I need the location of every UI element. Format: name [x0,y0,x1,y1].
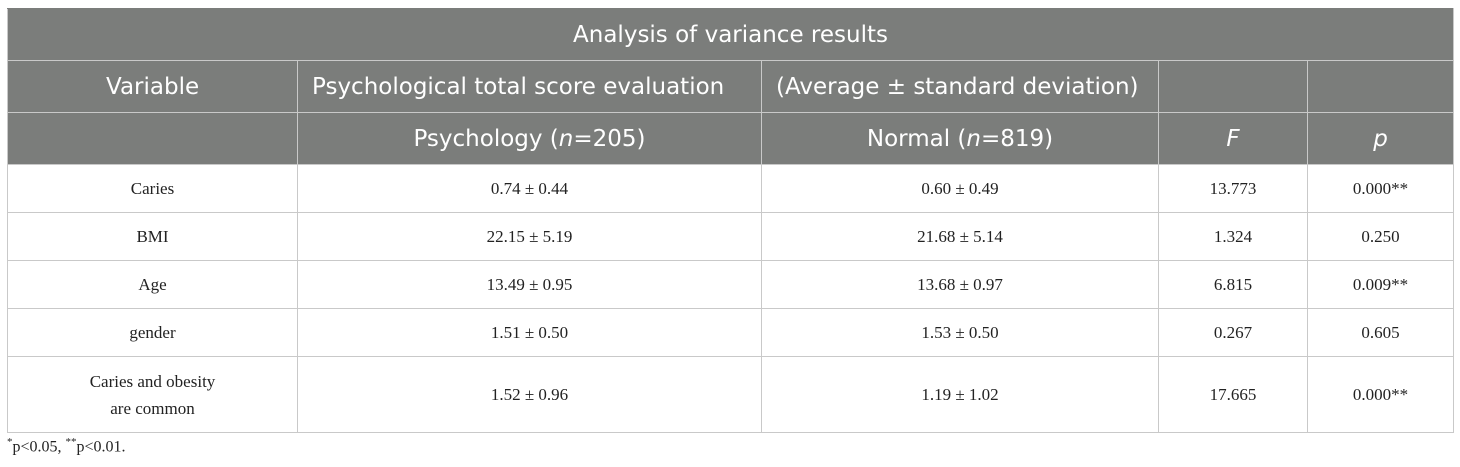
header-empty-f [1158,60,1308,113]
header-f: F [1158,112,1308,165]
cell-psychology: 1.51 ± 0.50 [297,308,762,357]
cell-psychology: 22.15 ± 5.19 [297,212,762,261]
cell-p: 0.250 [1307,212,1454,261]
cell-psychology: 0.74 ± 0.44 [297,164,762,213]
table-title-row: Analysis of variance results [7,8,1454,61]
header-row-2: Psychology (n=205) Normal (n=819) F p [7,112,1454,165]
header-row-1: Variable Psychological total score evalu… [7,60,1454,113]
header-p: p [1307,112,1454,165]
anova-table-container: Analysis of variance results Variable Ps… [7,8,1454,433]
table-row: gender 1.51 ± 0.50 1.53 ± 0.50 0.267 0.6… [7,308,1454,357]
cell-p: 0.000** [1307,164,1454,213]
cell-variable: Caries [7,164,298,213]
header-avg-sd: (Average ± standard deviation) [761,60,1159,113]
cell-f: 0.267 [1158,308,1308,357]
cell-variable-line1: Caries and obesity [89,371,216,391]
cell-f: 17.665 [1158,356,1308,433]
header-variable: Variable [7,60,298,113]
table-row: Caries 0.74 ± 0.44 0.60 ± 0.49 13.773 0.… [7,164,1454,213]
cell-normal: 13.68 ± 0.97 [761,260,1159,309]
cell-p: 0.009** [1307,260,1454,309]
table-footnote: *p<0.05, **p<0.01. [7,436,126,456]
cell-normal: 1.19 ± 1.02 [761,356,1159,433]
table-title: Analysis of variance results [7,8,1454,61]
anova-table: Analysis of variance results Variable Ps… [7,8,1454,433]
cell-normal: 21.68 ± 5.14 [761,212,1159,261]
cell-variable: Caries and obesity are common [7,356,298,433]
cell-p: 0.605 [1307,308,1454,357]
header-empty-p [1307,60,1454,113]
table-row: BMI 22.15 ± 5.19 21.68 ± 5.14 1.324 0.25… [7,212,1454,261]
cell-p: 0.000** [1307,356,1454,433]
cell-normal: 0.60 ± 0.49 [761,164,1159,213]
header-normal: Normal (n=819) [761,112,1159,165]
cell-f: 13.773 [1158,164,1308,213]
cell-f: 6.815 [1158,260,1308,309]
header-psych-eval: Psychological total score evaluation [297,60,762,113]
cell-f: 1.324 [1158,212,1308,261]
cell-variable: gender [7,308,298,357]
cell-psychology: 13.49 ± 0.95 [297,260,762,309]
table-row: Age 13.49 ± 0.95 13.68 ± 0.97 6.815 0.00… [7,260,1454,309]
cell-psychology: 1.52 ± 0.96 [297,356,762,433]
cell-variable: BMI [7,212,298,261]
header-empty-variable [7,112,298,165]
table-row: Caries and obesity are common 1.52 ± 0.96… [7,356,1454,433]
header-psychology: Psychology (n=205) [297,112,762,165]
cell-variable: Age [7,260,298,309]
cell-normal: 1.53 ± 0.50 [761,308,1159,357]
cell-variable-line2: are common [110,398,195,418]
